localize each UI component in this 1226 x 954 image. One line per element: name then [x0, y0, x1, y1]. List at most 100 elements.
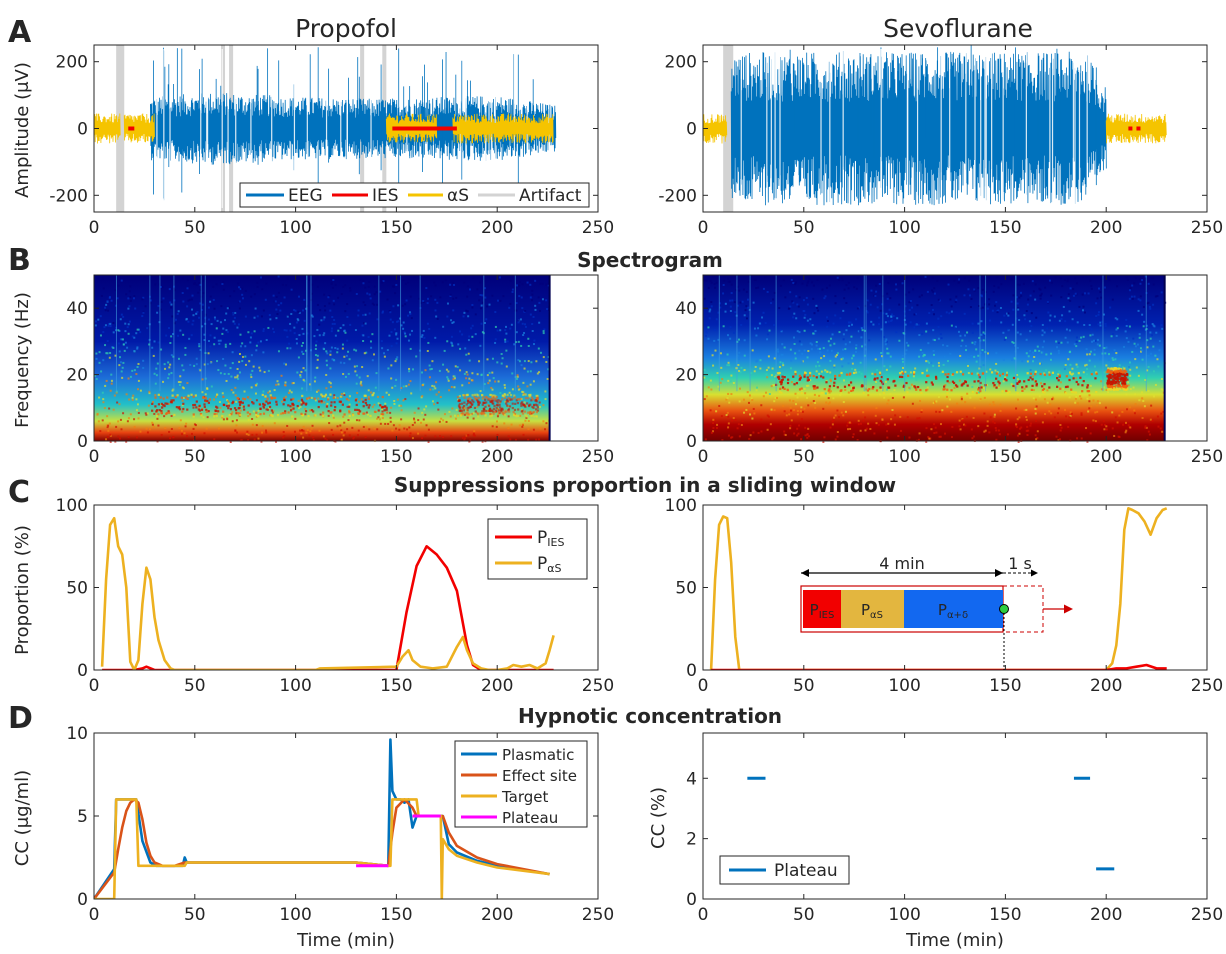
spectrogram-speckle [768, 329, 771, 332]
spectrogram-speckle [1039, 362, 1042, 365]
spectrogram-speckle [831, 333, 834, 336]
spectrogram-speckle [832, 322, 835, 325]
spectrogram-speckle [330, 282, 333, 285]
spectrogram-speckle [1124, 330, 1127, 333]
spectrogram-speckle [866, 299, 869, 302]
spectrogram-speckle [1011, 277, 1014, 280]
spectrogram-speckle [184, 346, 187, 349]
spectrogram-speckle [1049, 403, 1052, 406]
spectrogram-speckle [453, 283, 456, 286]
spectrogram-band-pixel [163, 404, 166, 408]
x-tick-label: 0 [698, 676, 709, 696]
spectrogram-speckle [117, 329, 120, 332]
spectrogram-speckle [438, 420, 441, 423]
spectrogram-band-pixel [843, 385, 847, 388]
spectrogram-band-pixel [354, 408, 357, 411]
spectrogram-speckle [1135, 277, 1138, 280]
x-tick-label: 200 [1090, 218, 1122, 238]
spectrogram-speckle [969, 306, 972, 309]
spectrogram-speckle [222, 327, 225, 330]
spectrogram-speckle [789, 367, 792, 370]
spectrogram-band-pixel [484, 414, 487, 417]
spectrogram-speckle [796, 413, 799, 416]
spectrogram-speckle [392, 305, 395, 308]
spectrogram-speckle [1099, 321, 1102, 324]
spectrogram-speckle [995, 352, 998, 355]
spectrogram-speckle [260, 440, 263, 443]
spectrogram-speckle [395, 427, 398, 430]
spectrogram-speckle [1133, 412, 1136, 415]
spectrogram-speckle [971, 437, 974, 440]
spectrogram-speckle [729, 337, 732, 340]
x-tick-label: 50 [793, 218, 815, 238]
spectrogram-speckle [499, 392, 502, 395]
spectrogram-speckle [373, 303, 376, 306]
spectrogram-speckle [342, 324, 345, 327]
spectrogram-speckle [402, 279, 405, 282]
spectrogram-speckle [191, 308, 194, 311]
spectrogram-speckle [703, 376, 706, 379]
spectrogram-speckle [362, 301, 365, 304]
spectrogram-speckle [1032, 351, 1035, 354]
spectrogram-band-pixel [812, 387, 816, 390]
spectrogram-speckle [339, 424, 342, 427]
spectrogram-speckle [181, 277, 184, 280]
spectrogram-band-pixel [348, 414, 351, 418]
spectrogram-speckle [359, 278, 362, 281]
spectrogram-speckle [1057, 407, 1060, 410]
spectrogram-speckle [800, 418, 803, 421]
spectrogram-band-pixel [208, 398, 212, 401]
spectrogram-speckle [1067, 278, 1070, 281]
spectrogram-speckle [527, 438, 530, 441]
spectrogram-band-pixel [971, 390, 974, 394]
spectrogram-band-pixel [838, 374, 841, 377]
spectrogram-speckle [344, 284, 347, 287]
spectrogram-speckle [985, 384, 988, 387]
spectrogram-speckle [451, 344, 454, 347]
spectrogram-band-pixel [1125, 376, 1128, 380]
spectrogram-speckle [169, 363, 172, 366]
spectrogram-speckle [1097, 323, 1100, 326]
spectrogram-speckle [740, 323, 743, 326]
spectrogram-band-pixel [330, 404, 333, 407]
spectrogram-speckle [426, 350, 429, 353]
spectrogram-speckle [516, 374, 519, 377]
axes-box [93, 732, 599, 900]
spectrogram-speckle [1123, 345, 1126, 348]
spectrogram-band-pixel [473, 393, 476, 396]
spectrogram-speckle [529, 313, 532, 316]
spectrogram-speckle [233, 290, 236, 293]
spectrogram-speckle [407, 383, 410, 386]
spectrogram-band-pixel [513, 394, 516, 397]
spectrogram-speckle [1036, 437, 1039, 440]
spectrogram-speckle [249, 336, 252, 339]
spectrogram-band-pixel [823, 388, 826, 391]
spectrogram-speckle [908, 309, 911, 312]
spectrogram-band-pixel [236, 397, 239, 400]
spectrogram-speckle [311, 424, 314, 427]
spectrogram-speckle [793, 336, 796, 339]
spectrogram-band-pixel [925, 381, 928, 384]
spectrogram-speckle [1085, 275, 1088, 278]
spectrogram-band-pixel [270, 414, 273, 417]
eeg-gap [770, 49, 772, 208]
eeg-gap [1049, 49, 1051, 208]
spectrogram-speckle [920, 410, 923, 413]
spectrogram-speckle [384, 402, 387, 405]
spectrogram-speckle [101, 391, 104, 394]
spectrogram-speckle [834, 314, 837, 317]
spectrogram-band-pixel [292, 407, 295, 410]
spectrogram-speckle [875, 380, 878, 383]
spectrogram-band-pixel [531, 398, 535, 401]
spectrogram-speckle [153, 372, 156, 375]
spectrogram-speckle [108, 296, 111, 299]
spectrogram-speckle [833, 356, 836, 359]
eeg-gap [1086, 49, 1088, 208]
spectrogram-speckle [259, 340, 262, 343]
spectrogram-speckle [958, 281, 961, 284]
spectrogram-speckle [253, 330, 256, 333]
spectrogram-speckle [497, 408, 500, 411]
spectrogram-band-pixel [162, 397, 165, 400]
spectrogram-speckle [276, 380, 279, 383]
spectrogram-speckle [860, 327, 863, 330]
